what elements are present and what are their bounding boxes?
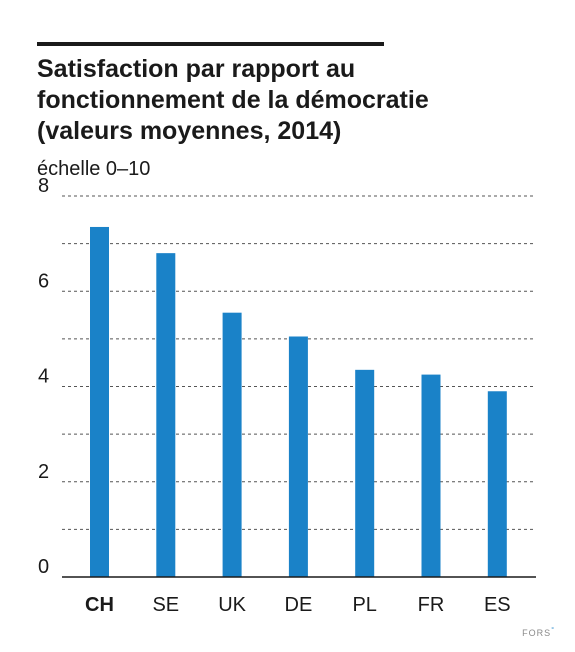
bar-se [156,253,176,577]
y-tick-label: 4 [38,366,49,388]
x-tick-label-pl: PL [352,594,376,616]
bars [90,226,507,578]
chart-title: Satisfaction par rapport au fonctionneme… [37,55,429,145]
x-tick-label-fr: FR [418,594,445,616]
x-tick-label-uk: UK [218,594,246,616]
logo-text: FORS [522,628,552,638]
x-tick-label-ch: CH [85,594,114,616]
y-tick-label: 8 [38,175,49,197]
x-tick-label-es: ES [484,594,511,616]
bar-de [288,336,308,577]
title-rule [37,42,384,46]
bar-pl [355,369,375,577]
x-tick-label-de: DE [285,594,313,616]
y-tick-label: 6 [38,270,49,292]
bar-uk [222,312,242,577]
y-tick-label: 0 [38,556,49,578]
y-tick-labels: 0 2 4 6 8 [38,175,49,578]
x-tick-labels: CH SE UK DE PL FR ES [85,594,511,616]
y-axis-label: échelle 0–10 [37,158,151,180]
fors-logo: FORS° [522,627,555,638]
x-tick-label-se: SE [152,594,179,616]
bar-es [487,391,507,577]
logo-mark: ° [551,627,555,634]
y-tick-label: 2 [38,461,49,483]
bar-fr [421,374,441,577]
bar-ch [90,226,109,578]
